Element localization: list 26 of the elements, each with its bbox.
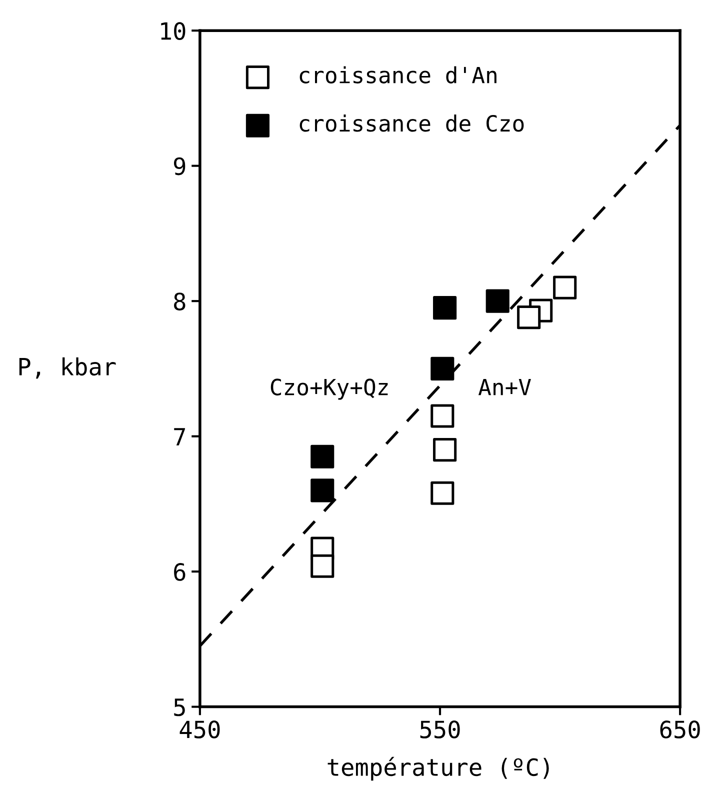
legend-label: croissance de Czo bbox=[300, 114, 524, 132]
y-tick-label: 8 bbox=[174, 292, 186, 310]
y-tick-label: 6 bbox=[174, 563, 186, 581]
legend-label: croissance d'An bbox=[300, 66, 496, 84]
point bbox=[430, 404, 454, 428]
x-tick-label: 650 bbox=[660, 720, 700, 738]
point bbox=[310, 554, 334, 578]
x-tick-label: 550 bbox=[420, 720, 460, 738]
point bbox=[310, 444, 334, 468]
y-tick-label: 7 bbox=[174, 428, 185, 446]
x-tick-label: 450 bbox=[180, 720, 220, 738]
point bbox=[553, 276, 577, 300]
point bbox=[433, 296, 457, 320]
y-tick-label: 10 bbox=[161, 22, 186, 40]
point bbox=[430, 356, 454, 380]
y-tick-label: 9 bbox=[174, 157, 186, 176]
x-axis-title: température (ºC) bbox=[328, 756, 549, 781]
point bbox=[517, 306, 541, 330]
annotation: An+V bbox=[478, 378, 531, 396]
point bbox=[310, 478, 334, 502]
point bbox=[433, 438, 457, 462]
y-tick-label: 5 bbox=[174, 698, 185, 716]
annotation: Czo+Ky+Qz bbox=[270, 378, 388, 400]
point bbox=[486, 289, 510, 313]
point bbox=[430, 481, 454, 505]
y-axis-title: P, kbar bbox=[19, 357, 116, 379]
